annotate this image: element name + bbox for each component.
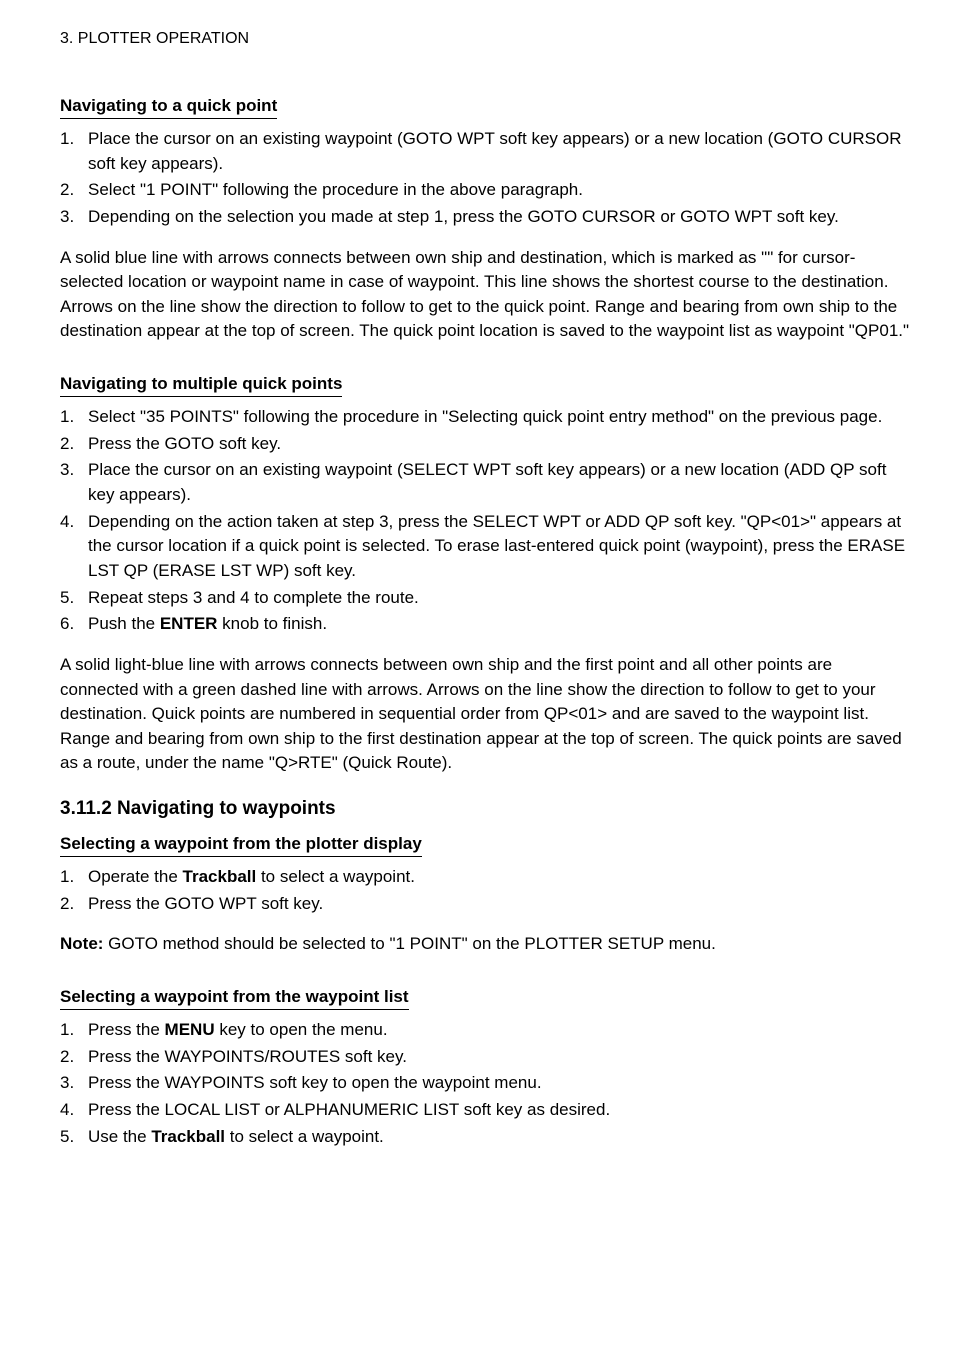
- list-number: 2.: [60, 178, 88, 203]
- list-item: 4.Press the LOCAL LIST or ALPHANUMERIC L…: [60, 1098, 914, 1123]
- list-item: 1.Press the MENU key to open the menu.: [60, 1018, 914, 1043]
- list-number: 4.: [60, 1098, 88, 1123]
- list-item: 2.Press the WAYPOINTS/ROUTES soft key.: [60, 1045, 914, 1070]
- list-item: 5.Use the Trackball to select a waypoint…: [60, 1125, 914, 1150]
- paragraph-quick-point: A solid blue line with arrows connects b…: [60, 246, 914, 345]
- list-item: 1.Select "35 POINTS" following the proce…: [60, 405, 914, 430]
- list-item: 1.Place the cursor on an existing waypoi…: [60, 127, 914, 176]
- section-heading-waypoint-plotter: Selecting a waypoint from the plotter di…: [60, 834, 422, 857]
- list-text: Place the cursor on an existing waypoint…: [88, 127, 914, 176]
- list-text: Press the GOTO WPT soft key.: [88, 892, 914, 917]
- note-text: GOTO method should be selected to "1 POI…: [108, 934, 716, 953]
- section-heading-quick-point: Navigating to a quick point: [60, 96, 277, 119]
- list-multi-quick-points: 1.Select "35 POINTS" following the proce…: [60, 405, 914, 637]
- note-goto-method: Note: GOTO method should be selected to …: [60, 932, 914, 957]
- list-number: 1.: [60, 127, 88, 176]
- list-text: Place the cursor on an existing waypoint…: [88, 458, 914, 507]
- list-item: 3.Press the WAYPOINTS soft key to open t…: [60, 1071, 914, 1096]
- list-item: 5.Repeat steps 3 and 4 to complete the r…: [60, 586, 914, 611]
- list-item: 3.Depending on the selection you made at…: [60, 205, 914, 230]
- section-heading-multi-quick-points: Navigating to multiple quick points: [60, 374, 342, 397]
- list-item: 3.Place the cursor on an existing waypoi…: [60, 458, 914, 507]
- list-item: 2.Press the GOTO soft key.: [60, 432, 914, 457]
- subsection-title-navigating-waypoints: 3.11.2 Navigating to waypoints: [60, 798, 914, 820]
- list-waypoint-list: 1.Press the MENU key to open the menu. 2…: [60, 1018, 914, 1149]
- list-number: 1.: [60, 405, 88, 430]
- list-text: Press the MENU key to open the menu.: [88, 1018, 914, 1043]
- list-waypoint-plotter: 1.Operate the Trackball to select a wayp…: [60, 865, 914, 916]
- chapter-header: 3. PLOTTER OPERATION: [60, 30, 914, 48]
- list-number: 2.: [60, 1045, 88, 1070]
- list-number: 5.: [60, 586, 88, 611]
- list-number: 3.: [60, 1071, 88, 1096]
- list-item: 2.Select "1 POINT" following the procedu…: [60, 178, 914, 203]
- list-number: 1.: [60, 1018, 88, 1043]
- list-text: Use the Trackball to select a waypoint.: [88, 1125, 914, 1150]
- list-number: 5.: [60, 1125, 88, 1150]
- list-number: 2.: [60, 892, 88, 917]
- list-number: 4.: [60, 510, 88, 584]
- list-number: 1.: [60, 865, 88, 890]
- list-text: Select "1 POINT" following the procedure…: [88, 178, 914, 203]
- page-root: 3. PLOTTER OPERATION Navigating to a qui…: [0, 0, 954, 1351]
- list-item: 6.Push the ENTER knob to finish.: [60, 612, 914, 637]
- list-text: Press the GOTO soft key.: [88, 432, 914, 457]
- list-number: 6.: [60, 612, 88, 637]
- note-label: Note:: [60, 934, 108, 953]
- list-text: Operate the Trackball to select a waypoi…: [88, 865, 914, 890]
- list-text: Press the WAYPOINTS/ROUTES soft key.: [88, 1045, 914, 1070]
- list-text: Select "35 POINTS" following the procedu…: [88, 405, 914, 430]
- list-number: 2.: [60, 432, 88, 457]
- list-number: 3.: [60, 458, 88, 507]
- paragraph-multi-quick-points: A solid light-blue line with arrows conn…: [60, 653, 914, 776]
- list-quick-point: 1.Place the cursor on an existing waypoi…: [60, 127, 914, 230]
- list-text: Depending on the action taken at step 3,…: [88, 510, 914, 584]
- list-text: Press the WAYPOINTS soft key to open the…: [88, 1071, 914, 1096]
- list-item: 2.Press the GOTO WPT soft key.: [60, 892, 914, 917]
- list-number: 3.: [60, 205, 88, 230]
- list-text: Depending on the selection you made at s…: [88, 205, 914, 230]
- section-heading-waypoint-list: Selecting a waypoint from the waypoint l…: [60, 987, 409, 1010]
- list-text: Repeat steps 3 and 4 to complete the rou…: [88, 586, 914, 611]
- list-text: Press the LOCAL LIST or ALPHANUMERIC LIS…: [88, 1098, 914, 1123]
- list-item: 4.Depending on the action taken at step …: [60, 510, 914, 584]
- list-text: Push the ENTER knob to finish.: [88, 612, 914, 637]
- list-item: 1.Operate the Trackball to select a wayp…: [60, 865, 914, 890]
